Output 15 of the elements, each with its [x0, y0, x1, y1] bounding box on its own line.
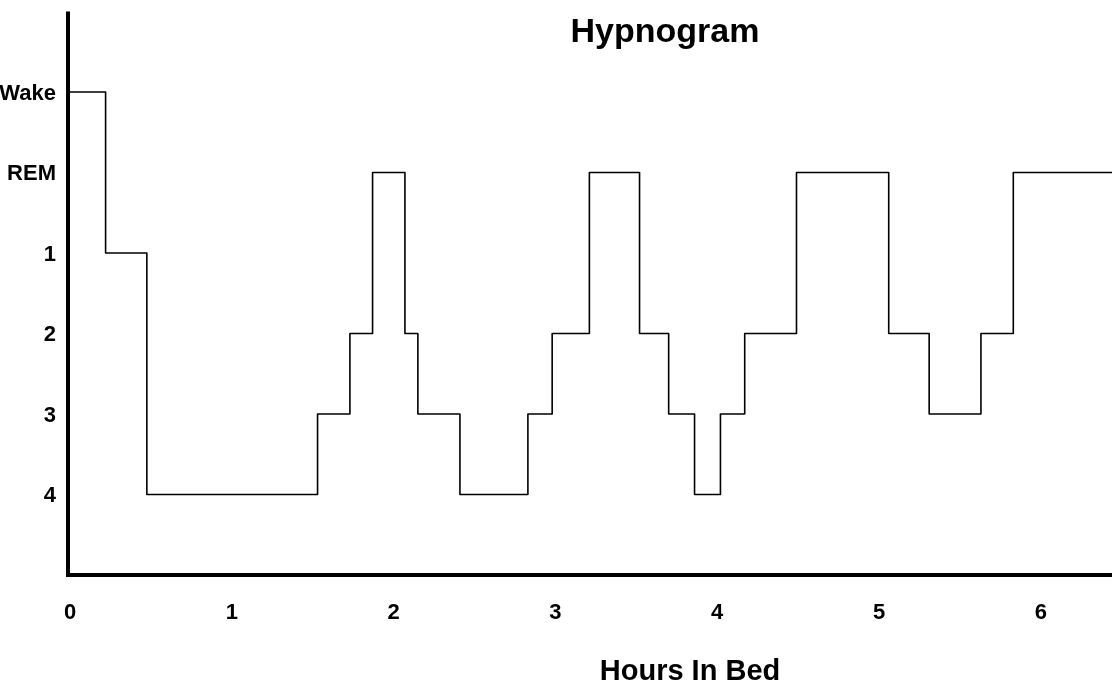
- y-tick-label: 2: [43, 321, 56, 347]
- x-tick-label: 2: [387, 599, 400, 624]
- y-tick-label: Wake: [0, 79, 56, 105]
- x-tick-label: 5: [872, 599, 886, 624]
- x-tick-label: 1: [225, 599, 238, 624]
- x-tick-label: 4: [711, 599, 725, 624]
- x-tick-label: 6: [1034, 599, 1047, 624]
- chart-title: Hypnogram: [570, 11, 760, 49]
- y-tick-label: 1: [43, 240, 56, 266]
- y-tick-label: 3: [43, 401, 56, 427]
- x-tick-label: 3: [549, 599, 562, 624]
- y-tick-label: REM: [7, 160, 56, 186]
- x-tick-label: 0: [63, 599, 77, 624]
- y-tick-label: 4: [43, 482, 57, 508]
- x-axis-title: Hours In Bed: [599, 654, 781, 686]
